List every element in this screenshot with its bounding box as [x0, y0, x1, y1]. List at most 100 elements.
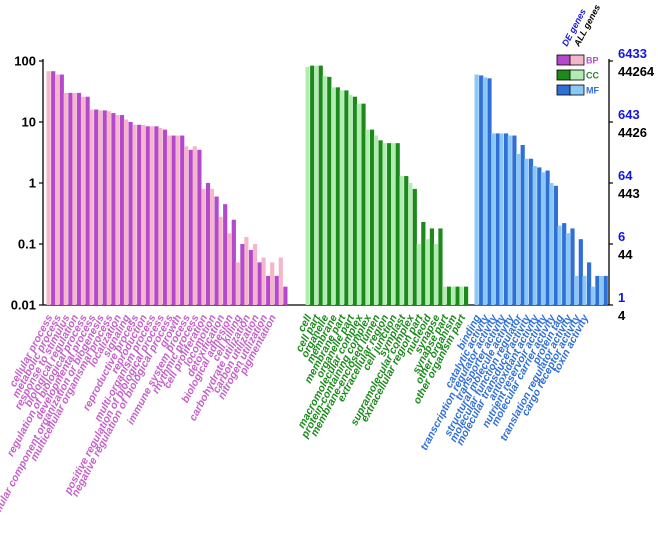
bar-all-genes	[244, 237, 249, 305]
bar-all-genes	[491, 133, 496, 305]
bar-de-genes	[545, 170, 550, 305]
bar-all-genes	[574, 275, 579, 305]
legend-label: MF	[586, 86, 599, 96]
right-axis-de-count: 6433	[618, 46, 647, 61]
bar-all-genes	[373, 135, 379, 305]
bar-de-genes	[145, 126, 150, 305]
bar-all-genes	[391, 143, 396, 305]
bar-all-genes	[305, 66, 310, 305]
bar-de-genes	[455, 286, 460, 305]
bar-all-genes	[261, 257, 266, 305]
right-axis-de-count: 643	[618, 107, 640, 122]
bar-all-genes	[565, 233, 570, 305]
bar-all-genes	[499, 133, 504, 305]
bar-all-genes	[89, 109, 94, 306]
bar-de-genes	[537, 167, 542, 305]
bar-all-genes	[227, 233, 232, 305]
bar-de-genes	[85, 96, 90, 306]
bar-de-genes	[487, 78, 492, 306]
bar-all-genes	[516, 153, 521, 305]
bar-de-genes	[446, 286, 452, 305]
bar-all-genes	[46, 71, 51, 306]
y-tick-label: 0.01	[11, 298, 36, 313]
bar-all-genes	[184, 146, 189, 305]
bar-all-genes	[80, 96, 86, 306]
y-tick-label: 10	[22, 115, 36, 130]
bar-de-genes	[205, 183, 211, 305]
right-axis-all-count: 44264	[618, 64, 655, 79]
bar-de-genes	[162, 129, 168, 305]
bar-all-genes	[399, 176, 404, 305]
bar-all-genes	[322, 75, 327, 305]
bar-all-genes	[218, 216, 223, 305]
bar-all-genes	[115, 115, 120, 305]
bar-de-genes	[404, 176, 409, 305]
bar-all-genes	[235, 262, 240, 305]
bar-de-genes	[335, 87, 340, 305]
bar-all-genes	[416, 244, 421, 305]
legend-swatch-de	[556, 54, 572, 66]
bar-all-genes	[270, 262, 275, 305]
bar-de-genes	[361, 103, 366, 305]
bar-de-genes	[387, 143, 392, 305]
bar-de-genes	[464, 286, 469, 305]
bar-de-genes	[595, 275, 600, 305]
bar-de-genes	[111, 113, 116, 306]
bar-de-genes	[352, 96, 358, 306]
bar-all-genes	[482, 77, 487, 306]
bar-all-genes	[55, 74, 60, 305]
bar-de-genes	[421, 221, 426, 305]
bar-de-genes	[59, 74, 64, 305]
bar-de-genes	[327, 76, 332, 305]
right-axis-de-count: 64	[618, 168, 633, 183]
bar-all-genes	[459, 286, 464, 305]
bar-de-genes	[504, 133, 509, 305]
bar-all-genes	[356, 103, 361, 305]
bar-de-genes	[520, 144, 525, 305]
bar-de-genes	[257, 262, 262, 305]
bar-all-genes	[507, 135, 512, 305]
bar-de-genes	[553, 185, 558, 305]
bar-de-genes	[248, 249, 254, 305]
bar-all-genes	[382, 143, 387, 305]
y-tick-label: 0.1	[18, 237, 36, 252]
bar-de-genes	[562, 223, 567, 305]
bar-all-genes	[209, 188, 215, 305]
bar-de-genes	[214, 196, 219, 305]
bar-all-genes	[442, 286, 447, 305]
bar-all-genes	[425, 239, 430, 305]
bar-de-genes	[378, 140, 383, 305]
bar-de-genes	[171, 135, 176, 305]
bar-de-genes	[102, 110, 107, 305]
bar-all-genes	[72, 92, 77, 306]
bar-all-genes	[590, 286, 595, 305]
bar-all-genes	[339, 90, 344, 305]
bar-all-genes	[141, 124, 146, 306]
bar-de-genes	[412, 188, 417, 305]
bar-all-genes	[549, 183, 554, 305]
bar-all-genes	[532, 165, 537, 305]
bar-all-genes	[582, 275, 587, 305]
bar-de-genes	[310, 65, 315, 306]
bar-all-genes	[123, 119, 129, 306]
bar-de-genes	[495, 133, 500, 305]
right-axis-all-count: 44	[618, 247, 633, 262]
bar-de-genes	[240, 244, 245, 305]
legend-swatch-all	[569, 54, 585, 66]
bar-de-genes	[51, 71, 56, 306]
bar-de-genes	[603, 275, 608, 305]
bar-all-genes	[524, 158, 529, 305]
bar-all-genes	[331, 87, 336, 305]
bar-all-genes	[192, 146, 197, 305]
bar-de-genes	[318, 65, 323, 306]
right-axis-de-count: 1	[618, 290, 625, 305]
bar-de-genes	[429, 228, 434, 305]
bar-all-genes	[106, 111, 111, 306]
bar-all-genes	[158, 127, 163, 305]
bar-all-genes	[166, 135, 172, 305]
bar-de-genes	[180, 135, 185, 305]
bar-all-genes	[450, 286, 456, 305]
